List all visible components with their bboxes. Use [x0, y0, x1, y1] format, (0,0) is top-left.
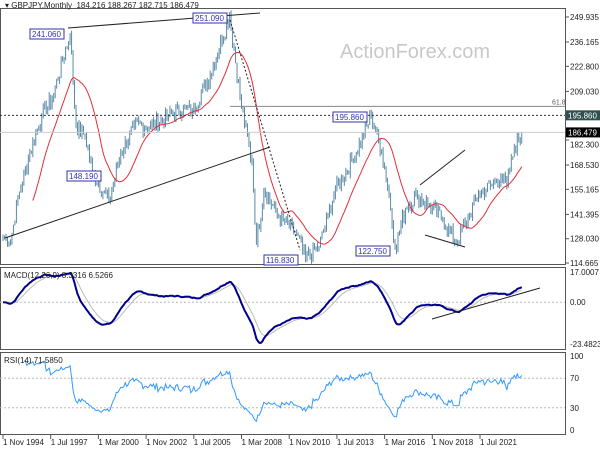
rsi-tick-label: 0: [570, 426, 575, 435]
chart-header: ▾ GBPJPY,Monthly 184.216 188.267 182.715…: [5, 1, 199, 10]
price-annotation-box: [332, 111, 368, 123]
price-annotation: 241.060: [32, 30, 61, 39]
rsi-tick-label: 30: [570, 404, 579, 413]
macd-tick-label: -23.4823: [570, 340, 600, 349]
x-tick-label: 1 Jul 2005: [194, 438, 231, 447]
rsi-panel: [0, 352, 566, 435]
y-tick-label: 155.165: [570, 185, 599, 194]
price-annotation-box: [66, 170, 102, 182]
x-tick-label: 1 Jul 2021: [480, 438, 517, 447]
symbol-label: GBPJPY,Monthly: [11, 1, 73, 10]
rsi-tick-label: 70: [570, 374, 579, 383]
y-tick-label: 222.800: [570, 62, 599, 71]
macd-tick-label: 17.0007: [570, 268, 599, 277]
x-tick-label: 1 Mar 2008: [242, 438, 283, 447]
price-annotation-box: [29, 28, 65, 40]
price-annotation: 122.750: [358, 247, 387, 256]
y-tick-label: 114.665: [570, 259, 599, 268]
x-tick-label: 1 Jul 2013: [337, 438, 374, 447]
macd-tick-label: 0.00: [570, 298, 586, 307]
rsi-line: [23, 360, 523, 423]
trendline: [229, 19, 301, 251]
macd-panel: [0, 267, 566, 350]
y-tick-label: 236.165: [570, 38, 599, 47]
level-price-box: [566, 110, 600, 121]
y-tick-label: 182.300: [570, 140, 599, 149]
watermark: ActionForex.com: [340, 41, 490, 63]
rsi-title: RSI(14) 71.5850: [4, 356, 63, 365]
x-tick-label: 1 Mar 2016: [385, 438, 426, 447]
trendline: [419, 149, 466, 186]
y-tick-label: 128.030: [570, 235, 599, 244]
price-annotation: 116.830: [266, 256, 295, 265]
current-price-label: 186.479: [568, 128, 597, 137]
y-tick-label: 168.530: [570, 161, 599, 170]
price-annotation: 251.090: [195, 14, 224, 23]
y-tick-label: 209.030: [570, 87, 599, 96]
x-tick-label: 1 Nov 2010: [289, 438, 330, 447]
macd-title: MACD(12,26,9) 8.3316 6.5266: [4, 271, 114, 280]
trendline: [4, 146, 271, 239]
x-tick-label: 1 Nov 1994: [3, 438, 44, 447]
fib-label: 61.8: [552, 99, 566, 106]
y-tick-label: 249.935: [570, 13, 599, 22]
price-annotation-box: [192, 12, 228, 24]
x-tick-label: 1 Mar 2000: [98, 438, 139, 447]
moving-average-line: [32, 52, 523, 245]
trendline: [67, 12, 261, 29]
price-annotation-box: [355, 245, 391, 257]
current-price-box: [566, 127, 600, 138]
price-annotation: 148.190: [69, 172, 98, 181]
macd-line: [2, 271, 523, 344]
level-price-label: 195.860: [568, 111, 597, 120]
x-tick-label: 1 Nov 2002: [146, 438, 187, 447]
rsi-tick-label: 100: [570, 352, 584, 361]
macd-trendline: [431, 287, 541, 320]
price-annotation-box: [263, 254, 299, 266]
macd-signal-line: [2, 273, 522, 336]
ohlc-values: 184.216 188.267 182.715 186.479: [76, 1, 199, 10]
y-tick-label: 141.395: [570, 210, 599, 219]
trendline: [424, 234, 466, 248]
x-tick-label: 1 Nov 2018: [432, 438, 473, 447]
x-tick-label: 1 Jul 1997: [51, 438, 88, 447]
price-annotation: 195.860: [335, 113, 364, 122]
